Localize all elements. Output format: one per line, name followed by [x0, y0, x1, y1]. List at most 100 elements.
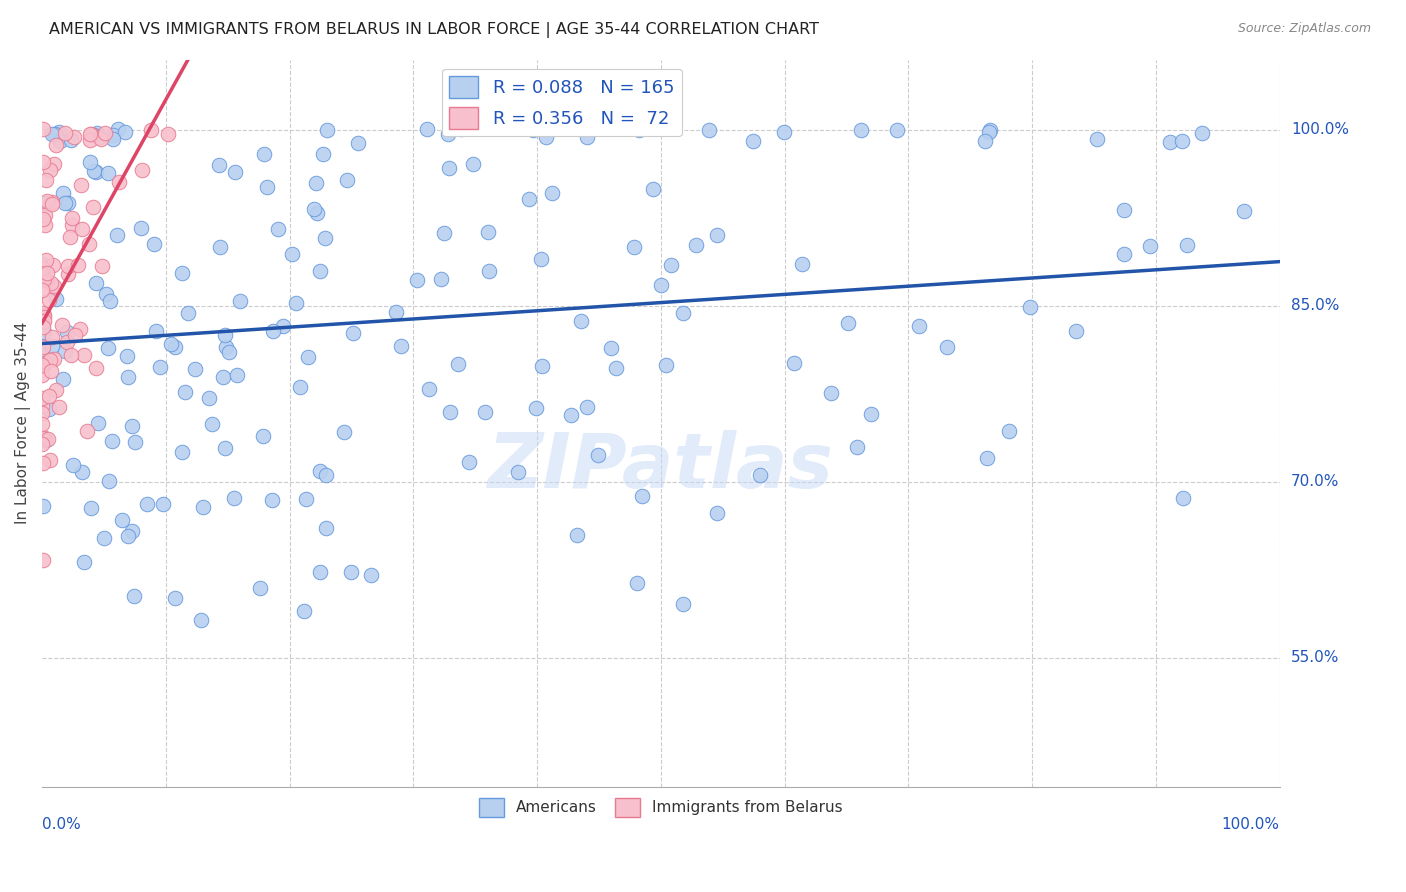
Text: 0.0%: 0.0%: [42, 817, 82, 832]
Point: [315, 468, 337, 483]
Point: [80, 127, 103, 141]
Point: [1171, 491, 1194, 506]
Point: [48, 400, 70, 414]
Point: [184, 362, 207, 376]
Point: [405, 273, 427, 287]
Point: [290, 380, 312, 394]
Point: [115, 349, 138, 363]
Text: AMERICAN VS IMMIGRANTS FROM BELARUS IN LABOR FORCE | AGE 35-44 CORRELATION CHART: AMERICAN VS IMMIGRANTS FROM BELARUS IN L…: [49, 22, 820, 38]
Point: [34, 219, 56, 233]
Point: [1018, 300, 1040, 314]
Point: [34, 272, 56, 286]
Point: [31, 154, 53, 169]
Point: [534, 129, 557, 144]
Point: [60, 218, 83, 232]
Point: [52, 186, 75, 201]
Point: [280, 247, 302, 261]
Point: [600, 341, 623, 355]
Text: 100.0%: 100.0%: [1222, 817, 1279, 832]
Point: [41, 364, 63, 378]
Point: [474, 405, 496, 419]
Point: [218, 345, 240, 359]
Point: [48, 125, 70, 139]
Point: [1175, 238, 1198, 252]
Y-axis label: In Labor Force | Age 35-44: In Labor Force | Age 35-44: [15, 322, 31, 524]
Point: [35, 273, 58, 287]
Point: [1114, 203, 1136, 218]
Point: [672, 306, 695, 320]
Point: [79, 127, 101, 141]
Point: [31, 212, 53, 227]
Point: [384, 305, 406, 319]
Point: [32, 553, 55, 567]
Point: [249, 581, 271, 595]
Point: [121, 524, 143, 538]
Point: [38, 293, 60, 308]
Point: [35, 433, 58, 447]
Point: [96, 342, 118, 356]
Point: [39, 353, 62, 368]
Point: [262, 492, 284, 507]
Point: [139, 123, 162, 137]
Point: [742, 134, 765, 148]
Point: [347, 136, 370, 150]
Point: [437, 127, 460, 141]
Point: [101, 128, 124, 142]
Point: [974, 134, 997, 148]
Point: [32, 260, 55, 275]
Point: [430, 271, 453, 285]
Point: [623, 240, 645, 254]
Point: [389, 339, 412, 353]
Point: [131, 163, 153, 178]
Point: [697, 123, 720, 137]
Point: [252, 147, 274, 161]
Point: [309, 565, 332, 579]
Point: [439, 404, 461, 418]
Point: [77, 236, 100, 251]
Point: [82, 200, 104, 214]
Point: [522, 123, 544, 137]
Point: [84, 165, 107, 179]
Point: [53, 343, 76, 358]
Point: [262, 324, 284, 338]
Point: [575, 400, 598, 414]
Point: [38, 389, 60, 403]
Point: [90, 132, 112, 146]
Point: [447, 357, 470, 371]
Point: [418, 382, 440, 396]
Point: [56, 196, 79, 211]
Point: [143, 237, 166, 252]
Point: [124, 434, 146, 449]
Point: [332, 425, 354, 439]
Point: [285, 296, 308, 310]
Point: [41, 128, 63, 142]
Point: [76, 425, 98, 439]
Point: [79, 133, 101, 147]
Point: [1159, 135, 1181, 149]
Point: [433, 226, 456, 240]
Point: [976, 451, 998, 466]
Point: [80, 500, 103, 515]
Point: [706, 506, 728, 520]
Point: [560, 408, 582, 422]
Point: [524, 401, 547, 415]
Point: [56, 267, 79, 281]
Point: [783, 356, 806, 370]
Point: [56, 259, 79, 273]
Point: [34, 209, 56, 223]
Point: [31, 359, 53, 373]
Point: [105, 227, 128, 242]
Point: [53, 195, 76, 210]
Point: [83, 128, 105, 142]
Point: [886, 122, 908, 136]
Point: [94, 126, 117, 140]
Point: [31, 406, 53, 420]
Point: [1085, 132, 1108, 146]
Point: [91, 260, 114, 274]
Point: [267, 221, 290, 235]
Point: [225, 368, 247, 382]
Point: [41, 196, 63, 211]
Point: [654, 358, 676, 372]
Point: [31, 432, 53, 446]
Point: [32, 319, 55, 334]
